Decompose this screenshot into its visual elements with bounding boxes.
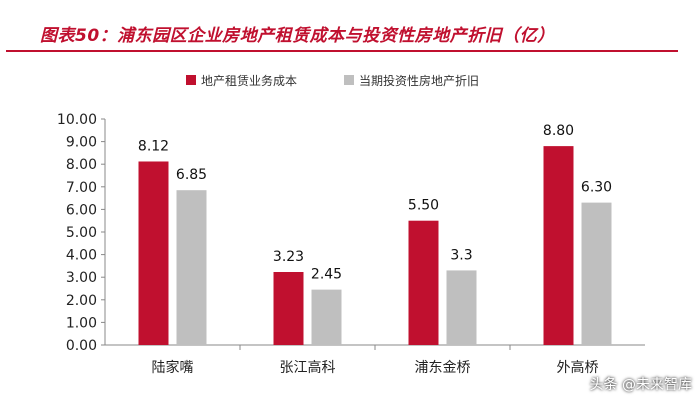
x-tick-label: 陆家嘴: [152, 359, 194, 376]
bar-depreciation: [311, 289, 342, 345]
bar-depreciation: [446, 270, 477, 345]
bar-lease-cost: [408, 220, 439, 345]
x-tick-label: 外高桥: [557, 359, 599, 376]
data-label: 8.80: [543, 123, 574, 139]
y-tick-label: 3.00: [66, 270, 97, 286]
data-label: 3.3: [450, 247, 472, 263]
legend-label-series-1: 地产租赁业务成本: [201, 73, 297, 88]
bar-depreciation: [581, 202, 612, 345]
x-tick-label: 浦东金桥: [415, 360, 471, 376]
legend-swatch-series-2: [344, 75, 354, 85]
y-tick-label: 2.00: [66, 293, 97, 309]
y-tick-label: 8.00: [66, 157, 97, 173]
axes: 0.00 1.00 2.00 3.00 4.00 5.00 6.00 7.00 8.00 9.00…: [57, 112, 645, 376]
data-label: 2.45: [311, 267, 342, 283]
y-tick-label: 4.00: [66, 248, 97, 264]
data-label: 6.85: [176, 167, 207, 183]
y-tick-label: 7.00: [66, 180, 97, 196]
bar-lease-cost: [543, 146, 574, 345]
y-tick-label: 6.00: [66, 202, 97, 218]
y-tick-label: 0.00: [66, 338, 97, 354]
y-tick-label: 1.00: [66, 315, 97, 331]
y-tick-label: 10.00: [57, 112, 97, 128]
bars: 8.12 6.85 3.23 2.45 5.50 3.3 8.80 6.30: [138, 123, 612, 345]
data-label: 5.50: [408, 198, 439, 214]
bar-depreciation: [176, 190, 207, 345]
legend: 地产租赁业务成本 当期投资性房地产折旧: [186, 73, 479, 88]
bar-lease-cost: [273, 272, 304, 345]
x-tick-label: 张江高科: [280, 359, 336, 376]
y-tick-label: 5.00: [66, 225, 97, 241]
data-label: 8.12: [138, 138, 169, 154]
watermark: 头条 @未来智库: [589, 377, 692, 393]
data-label: 3.23: [273, 249, 304, 265]
legend-swatch-series-1: [186, 75, 196, 85]
chart-title: 图表50：浦东园区企业房地产租赁成本与投资性房地产折旧（亿）: [40, 26, 555, 46]
chart-header: 图表50：浦东园区企业房地产租赁成本与投资性房地产折旧（亿）: [6, 4, 678, 52]
legend-label-series-2: 当期投资性房地产折旧: [359, 73, 479, 88]
y-tick-label: 9.00: [66, 135, 97, 151]
bar-lease-cost: [138, 161, 169, 345]
data-label: 6.30: [581, 180, 612, 196]
